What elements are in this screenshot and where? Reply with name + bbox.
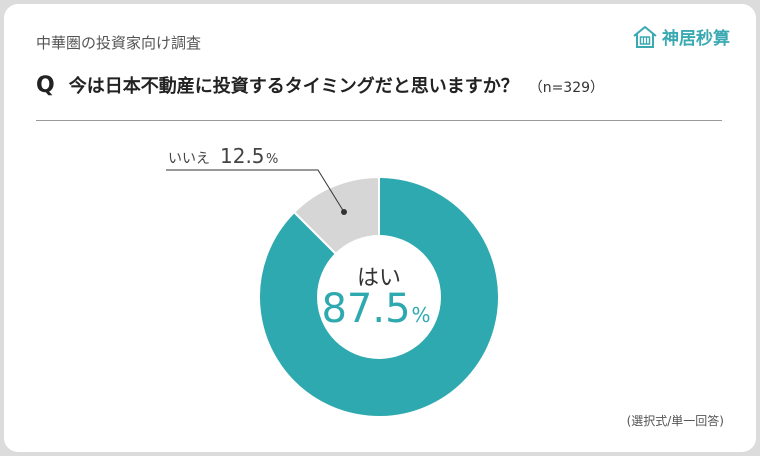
brand-logo[interactable]: 神居秒算 xyxy=(632,24,730,49)
question: Q 今は日本不動産に投資するタイミングだと思いますか？ （n=329） xyxy=(36,72,604,98)
house-icon xyxy=(632,25,658,49)
no-value: 12.5 xyxy=(220,144,265,168)
yes-value: 87.5 xyxy=(321,286,410,332)
footnote: (選択式/単一回答) xyxy=(626,414,724,428)
sample-size: （n=329） xyxy=(528,80,605,96)
callout-dot xyxy=(341,209,347,215)
yes-unit: % xyxy=(411,303,430,327)
donut-hole xyxy=(317,235,441,359)
brand-name: 神居秒算 xyxy=(662,29,730,49)
question-text: 今は日本不動産に投資するタイミングだと思いますか？ xyxy=(68,76,519,97)
yes-label: はい xyxy=(357,266,401,291)
divider xyxy=(36,120,722,121)
question-mark: Q xyxy=(36,73,55,98)
callout-leader-line xyxy=(166,169,345,213)
no-unit: % xyxy=(266,152,278,167)
survey-name: 中華圏の投資家向け調査 xyxy=(36,34,202,52)
no-label: いいえ xyxy=(168,151,210,167)
